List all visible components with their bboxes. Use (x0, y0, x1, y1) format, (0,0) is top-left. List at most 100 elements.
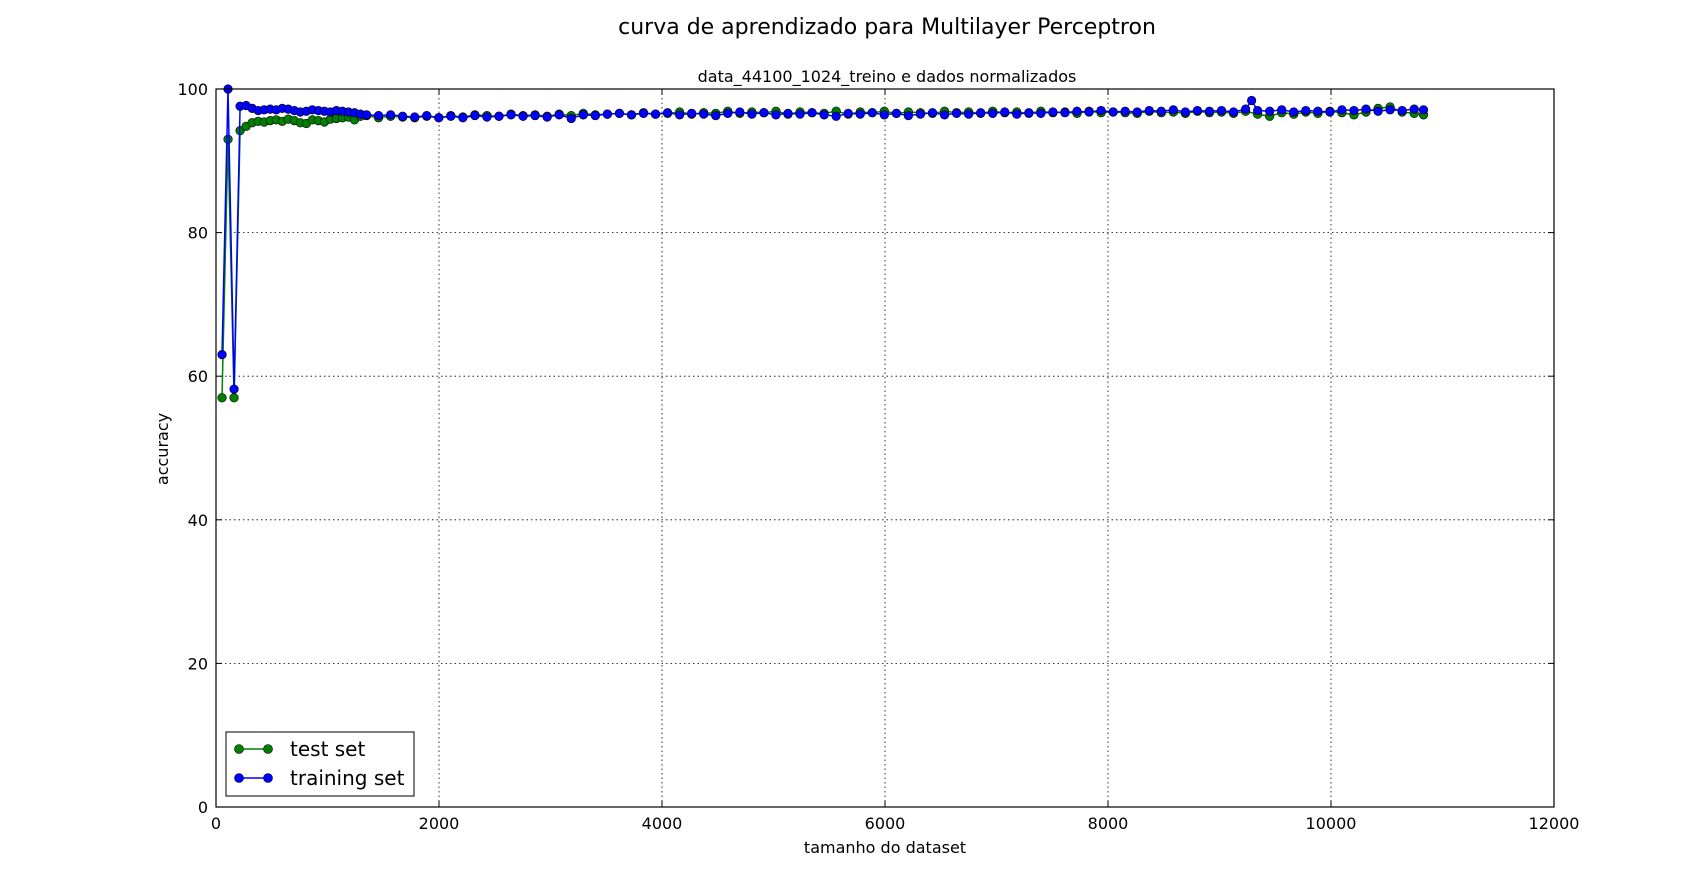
data-point-training-set (771, 110, 781, 120)
data-point-training-set (217, 350, 227, 360)
data-point-training-set (542, 112, 552, 122)
data-point-training-set (530, 110, 540, 121)
data-point-training-set (1409, 104, 1419, 114)
data-point-training-set (1036, 108, 1046, 119)
data-point-training-set (1000, 107, 1010, 117)
data-point-training-set (855, 109, 865, 119)
data-point-training-set (1385, 105, 1395, 115)
x-tick-label: 2000 (419, 814, 460, 833)
data-point-training-set (578, 110, 588, 120)
data-point-training-set (1301, 105, 1311, 116)
data-point-training-set (735, 107, 745, 117)
x-axis-label: tamanho do dataset (804, 838, 966, 857)
data-point-training-set (506, 110, 516, 120)
data-point-training-set (434, 113, 444, 123)
data-point-training-set (566, 113, 576, 124)
x-tick-label: 4000 (642, 814, 683, 833)
data-point-training-set (1096, 105, 1106, 116)
data-point-training-set (470, 110, 480, 121)
data-point-training-set (482, 112, 492, 122)
x-tick-label: 8000 (1088, 814, 1129, 833)
chart-title: curva de aprendizado para Multilayer Per… (618, 15, 1156, 40)
legend-label-test: test set (290, 737, 365, 761)
data-point-training-set (1132, 107, 1142, 117)
data-point-training-set (1168, 105, 1178, 115)
data-point-training-set (1289, 107, 1299, 117)
y-tick-label: 20 (188, 654, 208, 673)
data-point-training-set (1265, 106, 1275, 116)
x-tick-label: 6000 (865, 814, 906, 833)
data-point-training-set (1048, 107, 1058, 117)
data-point-training-set (964, 109, 974, 119)
y-tick-label: 0 (198, 798, 208, 817)
data-point-training-set (819, 110, 829, 120)
data-point-training-set (614, 108, 625, 119)
data-point-test-set (223, 134, 233, 144)
data-point-training-set (1120, 106, 1130, 116)
legend-label-training: training set (290, 766, 405, 790)
data-point-training-set (422, 110, 432, 121)
plot-frame (215, 88, 1555, 808)
data-point-training-set (1192, 105, 1203, 116)
series-layer (217, 84, 1429, 403)
data-point-training-set (386, 110, 396, 120)
data-point-training-set (843, 108, 853, 119)
legend-box (225, 731, 415, 797)
axis-ticks: 0 2000 4000 6000 8000 10000 12000 0 20 40 60 80 100 (177, 80, 1579, 833)
y-axis-label: accuracy (153, 413, 172, 485)
data-point-training-set (891, 108, 901, 119)
legend-marker-training-end (263, 773, 273, 783)
data-point-training-set (1277, 105, 1287, 115)
data-point-training-set (1024, 108, 1034, 118)
data-point-training-set (1156, 106, 1166, 116)
data-point-training-set (1418, 105, 1429, 115)
data-point-training-set (1240, 104, 1251, 114)
data-point-training-set (1072, 106, 1082, 116)
data-point-training-set (1084, 107, 1094, 117)
x-tick-label: 10000 (1306, 814, 1357, 833)
data-point-training-set (446, 111, 456, 121)
data-point-training-set (976, 108, 986, 118)
data-point-training-set (494, 111, 504, 121)
data-point-training-set (783, 108, 793, 119)
data-point-training-set (879, 110, 889, 120)
data-point-training-set (988, 108, 998, 119)
data-point-training-set (1012, 109, 1022, 119)
y-tick-label: 80 (188, 224, 208, 243)
data-point-training-set (1247, 95, 1257, 106)
data-point-training-set (687, 108, 697, 119)
data-point-test-set (229, 393, 239, 403)
data-point-training-set (1253, 105, 1263, 116)
legend-marker-test (234, 744, 244, 754)
data-point-training-set (626, 110, 637, 120)
data-point-test-set (217, 393, 227, 403)
x-tick-label: 12000 (1529, 814, 1580, 833)
data-point-training-set (1349, 105, 1359, 116)
y-tick-label: 60 (188, 367, 208, 386)
data-point-training-set (1373, 106, 1383, 116)
chart-subtitle: data_44100_1024_treino e dados normaliza… (698, 67, 1077, 87)
data-point-training-set (939, 110, 950, 120)
data-point-training-set (699, 109, 709, 119)
data-point-training-set (361, 110, 372, 120)
data-point-training-set (410, 112, 420, 122)
data-point-training-set (927, 108, 938, 118)
data-point-training-set (831, 111, 841, 121)
y-tick-label: 100 (177, 80, 208, 99)
data-point-training-set (723, 108, 733, 119)
data-point-training-set (1060, 108, 1070, 118)
data-point-training-set (711, 110, 721, 121)
data-point-training-set (915, 109, 926, 119)
legend: test set training set (225, 731, 415, 797)
data-point-training-set (518, 111, 528, 121)
data-point-training-set (1180, 107, 1190, 117)
data-point-training-set (554, 110, 564, 120)
data-point-training-set (759, 108, 769, 118)
data-point-training-set (602, 109, 612, 119)
data-point-training-set (1144, 105, 1154, 116)
data-point-training-set (1313, 106, 1323, 116)
data-point-training-set (1361, 104, 1371, 114)
legend-marker-test-end (263, 744, 273, 754)
data-point-training-set (229, 384, 239, 394)
